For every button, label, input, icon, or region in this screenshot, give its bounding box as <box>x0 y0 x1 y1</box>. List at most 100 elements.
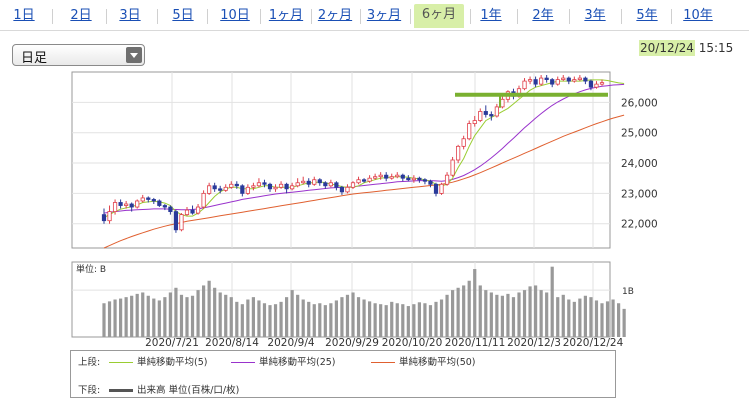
candle-body <box>594 83 599 88</box>
candle-body <box>328 182 333 187</box>
volume-bar <box>113 299 117 337</box>
volume-bar <box>224 294 228 337</box>
interval-select[interactable]: 日足 <box>12 44 145 66</box>
volume-bar <box>506 293 510 337</box>
tab-2[interactable]: 2日 <box>70 8 92 23</box>
tab-9[interactable]: 6ヶ月 <box>414 4 464 28</box>
tab-5[interactable]: 10日 <box>220 8 250 23</box>
candle-body <box>201 192 206 208</box>
volume-bar <box>218 292 222 337</box>
candle-body <box>323 182 328 187</box>
tab-12[interactable]: 3年 <box>584 8 606 23</box>
candle-body <box>168 206 173 212</box>
candle-body <box>527 79 533 82</box>
tab-separator <box>206 9 208 24</box>
candle-body <box>400 174 405 179</box>
candle-body <box>301 180 306 184</box>
candle-body <box>522 80 527 90</box>
x-tick-label: 2020/8/14 <box>205 337 259 349</box>
volume-bar <box>207 280 211 337</box>
volume-bar <box>611 299 615 337</box>
candle-body <box>262 182 267 185</box>
volume-bar <box>456 287 460 337</box>
volume-bar <box>478 285 482 337</box>
candle-body <box>583 77 588 82</box>
candle-body <box>157 200 162 206</box>
candle-body <box>489 114 494 117</box>
candle-body <box>539 77 544 85</box>
volume-bar <box>268 305 272 337</box>
volume-bar <box>329 303 333 337</box>
tab-10[interactable]: 1年 <box>480 8 502 23</box>
volume-bar <box>379 304 383 337</box>
candle-body <box>267 183 273 190</box>
tab-3[interactable]: 3日 <box>119 8 141 23</box>
volume-bar <box>279 301 283 337</box>
volume-bar <box>583 295 587 337</box>
tab-7[interactable]: 2ヶ月 <box>317 8 353 23</box>
tab-13[interactable]: 5年 <box>636 8 658 23</box>
candle-body <box>339 186 345 193</box>
candle-body <box>112 202 118 212</box>
volume-bar <box>600 303 604 337</box>
volume-bar <box>251 297 255 337</box>
volume-bar <box>522 290 527 337</box>
volume-bar <box>213 287 217 337</box>
candle-body <box>295 182 300 187</box>
candle-body <box>566 77 571 82</box>
candle-body <box>439 183 444 194</box>
volume-bar <box>368 301 372 337</box>
candle-body <box>240 185 245 194</box>
volume-bar <box>351 292 355 337</box>
last-update-time: 15:15 <box>698 41 734 55</box>
candle-body <box>483 111 488 115</box>
volume-bar <box>107 301 112 337</box>
candle-body <box>317 179 322 184</box>
candle-body <box>378 174 383 178</box>
volume-bar <box>384 305 388 337</box>
volume-tick-label: 1B <box>622 287 634 297</box>
candle-body <box>555 79 560 85</box>
candle-body <box>312 179 317 185</box>
candle-body <box>588 80 594 88</box>
volume-bar <box>296 294 300 337</box>
legend-ma25: 単純移動平均(25) <box>231 354 336 368</box>
legend-lower-label: 下段: <box>78 385 101 396</box>
tab-separator <box>409 9 411 24</box>
volume-bar <box>412 304 416 337</box>
tab-11[interactable]: 2年 <box>532 8 554 23</box>
volume-bar <box>622 308 626 337</box>
candle-body <box>140 197 145 202</box>
volume-bar <box>240 304 244 337</box>
volume-bar <box>340 297 344 337</box>
tab-separator <box>310 9 312 24</box>
volume-bar <box>312 304 316 337</box>
candle-body <box>367 177 372 182</box>
tab-14[interactable]: 10年 <box>683 8 713 23</box>
candle-body <box>190 209 195 214</box>
tab-6[interactable]: 1ヶ月 <box>268 8 304 23</box>
ma5-line <box>103 79 625 219</box>
volume-bar <box>290 290 294 337</box>
legend-ma5-label: 単純移動平均(5) <box>137 357 208 368</box>
candle-body <box>544 77 549 80</box>
period-tabs: 1日 2日 3日 5日 10日 1ヶ月 2ヶ月 3ヶ月 6ヶ月 1年 2年 3年 5年 10年 <box>0 0 749 31</box>
volume-bar <box>500 295 504 337</box>
x-tick-label: 2020/7/21 <box>145 337 199 349</box>
tab-separator <box>105 9 107 24</box>
tab-8[interactable]: 3ヶ月 <box>366 8 402 23</box>
volume-bar <box>550 266 554 337</box>
candle-body <box>135 200 140 208</box>
candle-body <box>433 183 439 194</box>
candle-body <box>234 183 239 187</box>
candle-body <box>356 179 361 184</box>
candle-body <box>533 79 538 85</box>
legend-ma50: 単純移動平均(50) <box>371 354 476 368</box>
candle-body <box>395 174 400 178</box>
tab-separator <box>52 9 53 24</box>
candle-body <box>278 183 284 188</box>
tab-4[interactable]: 5日 <box>172 8 194 23</box>
tab-1[interactable]: 1日 <box>13 8 35 23</box>
volume-bar <box>334 300 338 337</box>
candle-body <box>350 182 356 188</box>
